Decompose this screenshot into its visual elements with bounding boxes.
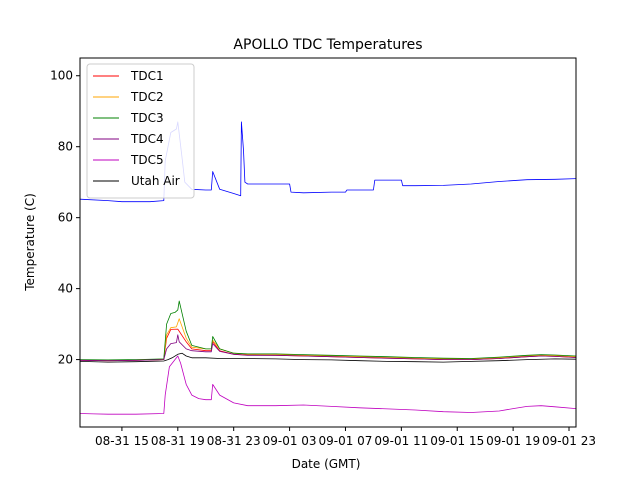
y-axis-label: Temperature (C) <box>23 193 37 292</box>
legend-label: Utah Air <box>131 174 180 188</box>
y-tick-label: 60 <box>58 211 73 225</box>
series-line-tdc4 <box>80 334 576 362</box>
legend-label: TDC5 <box>130 153 164 167</box>
x-tick-label: 09-01 11 <box>374 434 428 448</box>
legend-label: TDC3 <box>130 111 164 125</box>
legend: TDC1 TDC2 TDC3 TDC4 TDC5 Utah Air <box>86 63 195 199</box>
legend-label: TDC1 <box>130 69 164 83</box>
legend-label: TDC4 <box>130 132 164 146</box>
x-tick-label: 08-31 15 <box>95 434 149 448</box>
x-tick-label: 09-01 03 <box>263 434 317 448</box>
x-tick-label: 09-01 23 <box>542 434 596 448</box>
chart-title: APOLLO TDC Temperatures <box>233 37 422 53</box>
y-tick-label: 40 <box>58 282 73 296</box>
series-line-tdc3 <box>80 300 576 361</box>
x-axis-label: Date (GMT) <box>292 457 361 471</box>
axis-ticks: 08-31 15 08-31 19 08-31 23 09-01 03 09-01 07… <box>50 69 596 448</box>
y-tick-label: 100 <box>50 69 73 83</box>
x-tick-label: 09-01 15 <box>430 434 484 448</box>
plot-area-frame <box>79 57 577 428</box>
x-tick-label: 09-01 07 <box>318 434 372 448</box>
legend-label: TDC2 <box>130 90 164 104</box>
y-tick-label: 20 <box>58 353 73 367</box>
x-tick-label: 09-01 19 <box>486 434 540 448</box>
x-tick-label: 08-31 23 <box>207 434 261 448</box>
x-tick-label: 08-31 19 <box>151 434 205 448</box>
series-line-utah-air <box>80 352 576 363</box>
series-line-tdc5 <box>80 355 576 415</box>
y-tick-label: 80 <box>58 140 73 154</box>
